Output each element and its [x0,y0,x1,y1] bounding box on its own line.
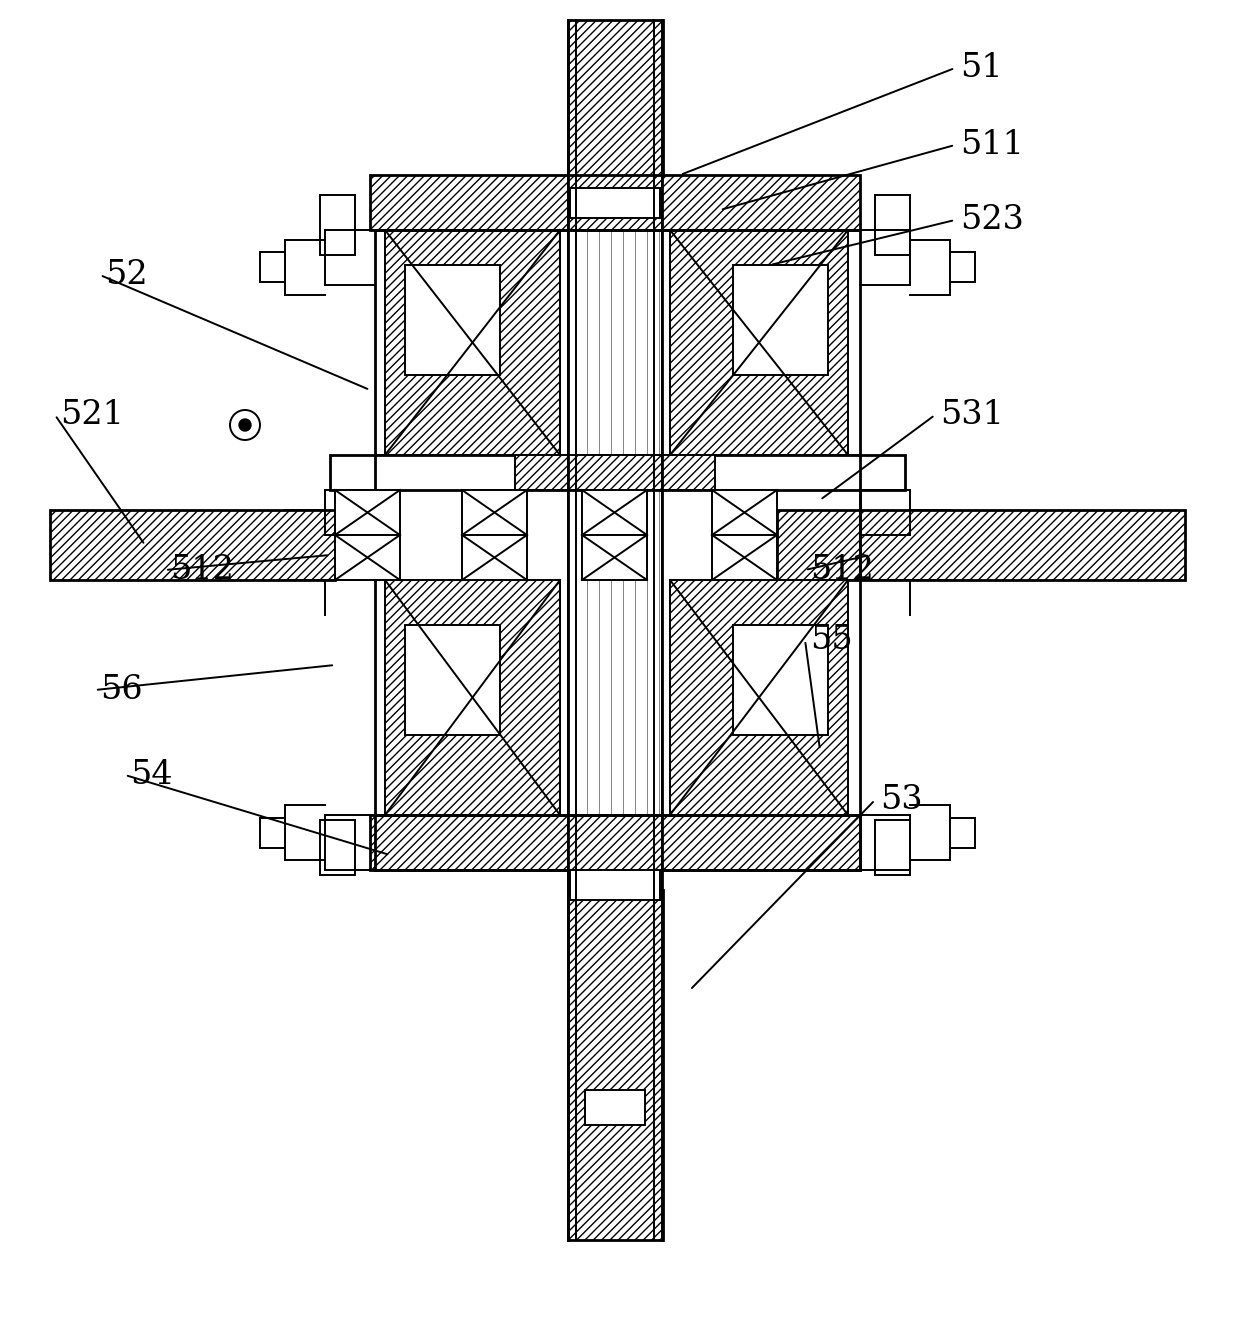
Bar [463,490,527,535]
Bar [320,195,355,254]
Text: 531: 531 [940,399,1004,431]
Bar [712,535,777,580]
Bar [670,580,848,815]
Circle shape [239,419,250,431]
Bar [384,580,560,815]
Text: 52: 52 [105,258,148,292]
Bar [875,195,910,254]
Bar [582,490,647,535]
Bar [335,535,401,580]
Bar [570,871,660,900]
Bar [875,820,910,874]
Text: 51: 51 [960,52,1003,83]
Bar [370,175,861,231]
Text: 511: 511 [960,129,1024,162]
Bar [260,818,285,848]
Bar [733,265,828,375]
Text: 54: 54 [130,759,172,791]
Text: 53: 53 [880,784,923,816]
Bar [330,454,905,490]
Bar [50,510,335,580]
Text: 523: 523 [960,204,1024,236]
Bar [582,535,647,580]
Bar [568,20,663,195]
Bar [260,252,285,282]
Bar [405,625,500,735]
Bar [370,815,861,871]
Bar [335,490,401,535]
Bar [950,252,975,282]
Bar [515,454,715,490]
Bar [777,510,1185,580]
Text: 521: 521 [60,399,124,431]
Bar [570,188,660,219]
Bar [463,535,527,580]
Text: 512: 512 [810,554,874,586]
Bar [950,818,975,848]
Bar [405,265,500,375]
Bar [384,231,560,454]
Bar [320,820,355,874]
Text: 55: 55 [810,624,853,656]
Bar [585,1090,645,1125]
Bar [568,890,663,1240]
Bar [733,625,828,735]
Text: 512: 512 [170,554,234,586]
Text: 56: 56 [100,674,143,706]
Bar [670,231,848,454]
Bar [374,231,861,871]
Bar [712,490,777,535]
